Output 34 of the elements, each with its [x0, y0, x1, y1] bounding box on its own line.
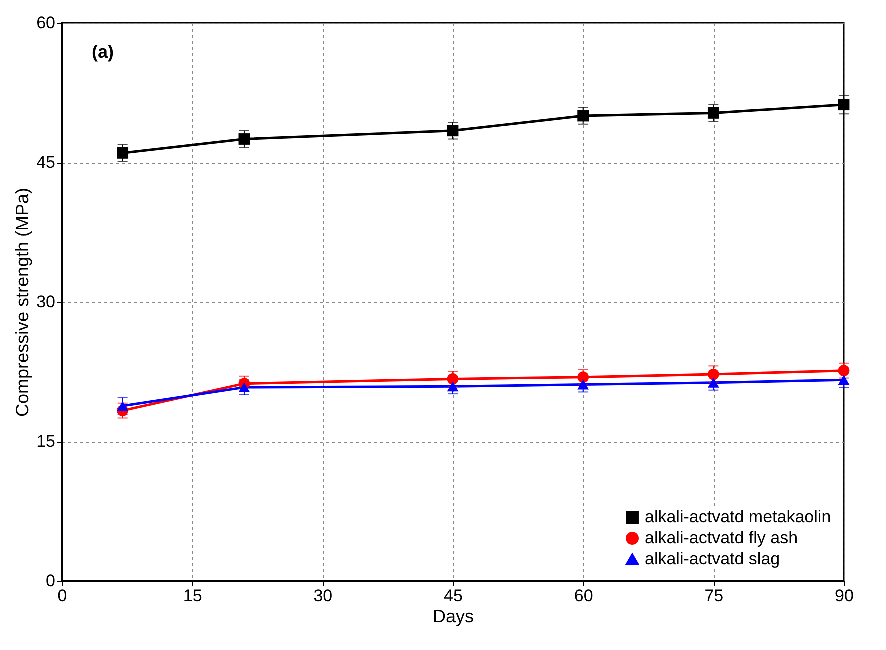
x-axis-title: Days — [432, 606, 474, 626]
y-tick-label: 15 — [36, 432, 56, 451]
x-tick-label: 60 — [574, 586, 594, 606]
point — [838, 375, 850, 386]
point — [708, 108, 720, 119]
point — [238, 134, 250, 145]
point — [238, 382, 250, 392]
point — [708, 378, 720, 388]
point — [838, 365, 850, 377]
point — [838, 99, 850, 111]
point — [578, 372, 590, 384]
legend-label: alkali-actvatd fly ash — [645, 528, 798, 548]
legend-label: alkali-actvatd metakaolin — [645, 508, 832, 526]
point — [117, 401, 129, 412]
x-tick-label: 30 — [314, 586, 333, 606]
point — [447, 382, 459, 392]
y-tick-label: 30 — [36, 292, 56, 312]
y-axis-title: Compressive strength (MPa) — [12, 188, 33, 418]
x-tick-label: 15 — [183, 586, 202, 606]
y-tick-label: 45 — [36, 153, 56, 172]
point — [578, 380, 590, 390]
point — [578, 110, 590, 122]
x-tick-label: 75 — [704, 586, 724, 606]
point — [447, 374, 459, 385]
point — [117, 148, 129, 159]
x-tick-label: 0 — [58, 586, 68, 606]
x-tick-label: 45 — [444, 586, 463, 606]
legend-label: alkali-actvatd slag — [645, 550, 780, 568]
y-tick-label: 0 — [46, 572, 56, 590]
point — [447, 125, 459, 137]
point — [708, 368, 720, 380]
y-tick-label: 60 — [36, 14, 56, 32]
x-tick-label: 90 — [835, 586, 854, 606]
annotation: (a) — [92, 42, 114, 62]
